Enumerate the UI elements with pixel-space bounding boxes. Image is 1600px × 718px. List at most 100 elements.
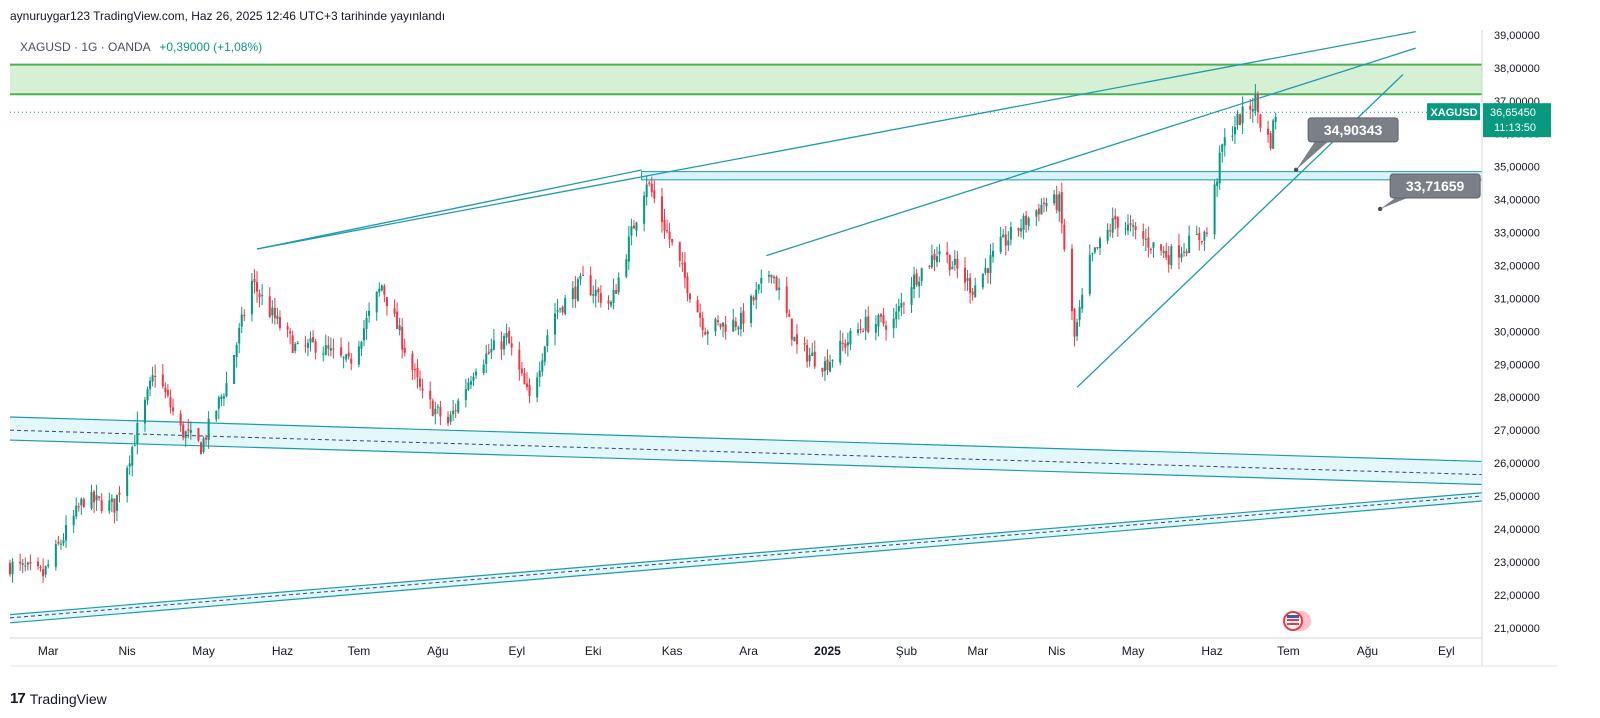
candle bbox=[136, 411, 139, 455]
candle bbox=[757, 284, 760, 294]
candle bbox=[643, 191, 646, 232]
candle bbox=[785, 276, 788, 318]
candle bbox=[1111, 207, 1114, 238]
candle bbox=[760, 269, 763, 294]
candle bbox=[683, 251, 686, 289]
candle-body bbox=[47, 564, 50, 567]
candle bbox=[930, 244, 933, 270]
candle-body bbox=[1147, 237, 1150, 248]
candle-body bbox=[492, 340, 495, 350]
candle bbox=[342, 355, 345, 369]
candle bbox=[202, 436, 205, 454]
candle bbox=[291, 330, 294, 354]
candle bbox=[510, 336, 513, 356]
candle-body bbox=[681, 263, 684, 265]
candle-body bbox=[772, 276, 776, 279]
candle bbox=[36, 557, 40, 570]
candle-body bbox=[525, 383, 529, 387]
candle bbox=[184, 430, 187, 447]
price-tag: XAGUSD 36,65450 11:13:50 bbox=[1427, 103, 1551, 138]
candle bbox=[663, 209, 666, 239]
candle-body bbox=[1098, 238, 1102, 249]
candle-body bbox=[271, 307, 274, 316]
candle bbox=[874, 315, 877, 341]
candle bbox=[627, 225, 630, 270]
candle-body bbox=[610, 302, 613, 306]
candle bbox=[1183, 242, 1186, 257]
x-tick-label: Mar bbox=[38, 644, 59, 658]
candle-body bbox=[946, 252, 949, 256]
candle bbox=[467, 377, 470, 392]
candle-body bbox=[464, 388, 467, 401]
tradingview-logo[interactable]: 17 TradingView bbox=[10, 690, 107, 707]
candle bbox=[571, 281, 574, 308]
candle-body bbox=[378, 288, 381, 293]
candle bbox=[953, 250, 956, 271]
candle bbox=[1200, 240, 1203, 245]
y-tick-label: 29,00000 bbox=[1494, 359, 1540, 371]
candle bbox=[314, 338, 317, 360]
candle bbox=[1251, 97, 1254, 123]
candle bbox=[813, 340, 816, 369]
candle-body bbox=[813, 351, 816, 367]
candle bbox=[857, 322, 860, 336]
candle-body bbox=[1233, 126, 1236, 135]
candle-body bbox=[1251, 109, 1254, 112]
candle-body bbox=[375, 291, 378, 313]
candle bbox=[671, 238, 674, 246]
candle bbox=[1116, 215, 1119, 237]
candle-body bbox=[475, 371, 478, 376]
candle bbox=[599, 285, 602, 308]
candle-body bbox=[984, 267, 987, 273]
candle-body bbox=[1236, 113, 1239, 126]
candle bbox=[166, 384, 169, 398]
candle bbox=[411, 350, 414, 381]
candle-body bbox=[648, 182, 651, 184]
candle-body bbox=[329, 348, 332, 351]
zones-layer bbox=[10, 63, 1483, 181]
callout-pointer bbox=[1296, 139, 1331, 170]
resistance-zone bbox=[10, 64, 1482, 95]
us-flag-event-icon bbox=[1283, 611, 1311, 631]
candle-body bbox=[510, 343, 513, 348]
candle-body bbox=[312, 337, 315, 342]
candle-body bbox=[57, 541, 60, 544]
candle bbox=[956, 250, 959, 279]
candle bbox=[169, 389, 172, 414]
candle bbox=[403, 338, 406, 357]
candle-body bbox=[1256, 94, 1259, 113]
candle-body bbox=[454, 410, 457, 412]
candle-body bbox=[1073, 308, 1076, 337]
candle-body bbox=[686, 276, 689, 294]
candle bbox=[752, 295, 755, 306]
candle-body bbox=[951, 266, 954, 270]
candle bbox=[368, 302, 371, 323]
candle bbox=[948, 254, 951, 276]
price-tag-countdown: 11:13:50 bbox=[1494, 122, 1536, 134]
candle bbox=[589, 266, 592, 297]
candle bbox=[1144, 228, 1147, 251]
candle-body bbox=[332, 348, 335, 350]
candle-body bbox=[151, 375, 154, 382]
candle-body bbox=[322, 353, 325, 355]
candle bbox=[1035, 209, 1038, 227]
candle bbox=[1160, 243, 1163, 256]
candle bbox=[1081, 287, 1084, 313]
candle-body bbox=[1149, 249, 1152, 251]
channel-lower-line bbox=[9, 500, 1483, 624]
candle bbox=[1037, 203, 1040, 222]
candle-body bbox=[1058, 194, 1061, 212]
candle-body bbox=[592, 294, 595, 296]
candle bbox=[126, 465, 129, 503]
candle bbox=[243, 309, 246, 322]
candle bbox=[472, 372, 475, 386]
x-tick-label: 2025 bbox=[814, 644, 841, 658]
candle-body bbox=[767, 274, 770, 277]
candle-body bbox=[503, 336, 506, 350]
candle bbox=[556, 298, 559, 320]
candle bbox=[118, 486, 121, 503]
candle-body bbox=[128, 463, 131, 467]
candle-body bbox=[1274, 117, 1277, 122]
candle-body bbox=[184, 431, 187, 438]
